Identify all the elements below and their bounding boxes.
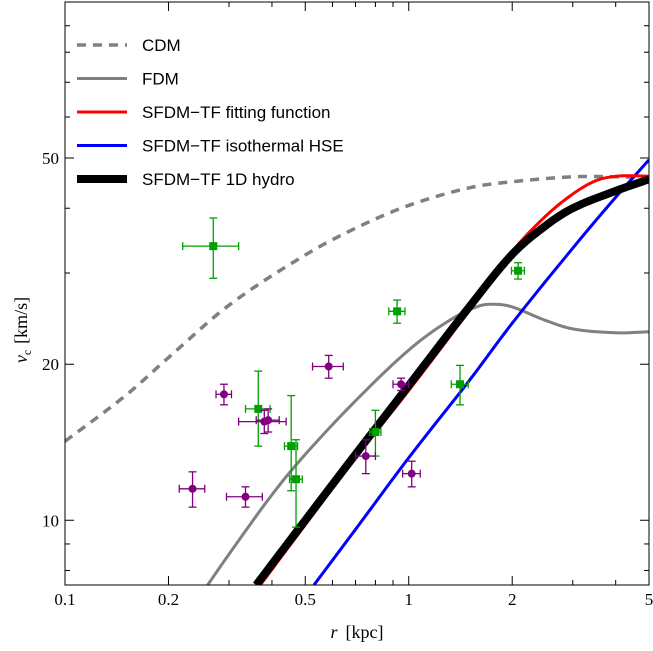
circle-marker	[241, 492, 250, 501]
green-data-point	[369, 409, 382, 457]
y-tick-label: 20	[42, 355, 59, 374]
series-line-fdm	[206, 302, 649, 585]
square-marker	[456, 380, 465, 389]
purple-data-point	[401, 460, 421, 488]
observed-data-points	[178, 217, 526, 528]
legend-label: SFDM−TF fitting function	[142, 103, 330, 122]
circle-marker	[264, 416, 273, 425]
x-tick-label: 1	[404, 590, 413, 609]
y-axis-ticks: 10 20 50	[42, 1, 649, 571]
square-marker	[371, 428, 380, 437]
y-axis-symbol: v	[11, 355, 31, 363]
legend-item: CDM	[77, 36, 181, 55]
purple-data-point	[311, 354, 344, 379]
legend: CDM FDM SFDM−TF fitting function SFDM−TF is…	[77, 36, 344, 189]
x-tick-label: 0.2	[158, 590, 179, 609]
purple-data-point	[255, 408, 280, 433]
circle-marker	[361, 452, 370, 461]
legend-label: SFDM−TF isothermal HSE	[142, 137, 344, 156]
legend-item: FDM	[77, 70, 179, 89]
circle-marker	[188, 484, 197, 493]
purple-data-point	[354, 439, 377, 475]
series-line-cdm	[65, 174, 649, 443]
purple-data-point	[178, 471, 206, 508]
x-tick-label: 5	[645, 590, 653, 609]
x-tick-label: 0.1	[54, 590, 75, 609]
legend-item: SFDM−TF 1D hydro	[77, 170, 295, 189]
square-marker	[514, 266, 523, 275]
y-tick-label: 10	[42, 511, 59, 530]
x-tick-label: 2	[508, 590, 517, 609]
series-line-sfdm-tf-isothermal-hse	[312, 158, 649, 585]
x-axis-symbol: r	[331, 622, 339, 642]
purple-data-point	[215, 383, 233, 406]
green-data-point	[288, 439, 303, 528]
purple-data-point	[225, 486, 263, 508]
green-data-point	[450, 364, 469, 406]
x-axis-title: r [kpc]	[331, 622, 384, 642]
y-axis-title: vc [km/s]	[11, 297, 34, 363]
purple-data-point	[392, 377, 410, 392]
circle-marker	[324, 362, 333, 371]
square-marker	[393, 307, 402, 316]
circle-marker	[407, 469, 416, 478]
legend-label: SFDM−TF 1D hydro	[142, 170, 295, 189]
square-marker	[287, 442, 296, 451]
y-axis-unit: [km/s]	[11, 297, 31, 344]
plot-frame	[64, 1, 650, 586]
legend-item: SFDM−TF fitting function	[77, 103, 330, 122]
circle-marker	[219, 390, 228, 399]
square-marker	[209, 242, 218, 251]
square-marker	[292, 475, 301, 484]
legend-label: FDM	[142, 70, 179, 89]
x-axis-unit: [kpc]	[346, 622, 384, 642]
square-marker	[254, 404, 263, 413]
x-tick-label: 0.5	[295, 590, 316, 609]
circle-marker	[397, 380, 406, 389]
legend-label: CDM	[142, 36, 181, 55]
green-data-point	[182, 217, 240, 279]
y-axis-subscript: c	[20, 350, 34, 355]
green-data-point	[510, 262, 526, 280]
x-axis-ticks: 0.1 0.2 0.5 1 2 5	[54, 2, 653, 609]
series-line-sfdm-tf-fitting-function	[259, 174, 649, 585]
model-curves	[65, 158, 649, 585]
legend-item: SFDM−TF isothermal HSE	[77, 137, 344, 156]
series-line-sfdm-tf-1d-hydro	[253, 175, 649, 585]
green-data-point	[388, 299, 406, 324]
y-tick-label: 50	[42, 149, 59, 168]
